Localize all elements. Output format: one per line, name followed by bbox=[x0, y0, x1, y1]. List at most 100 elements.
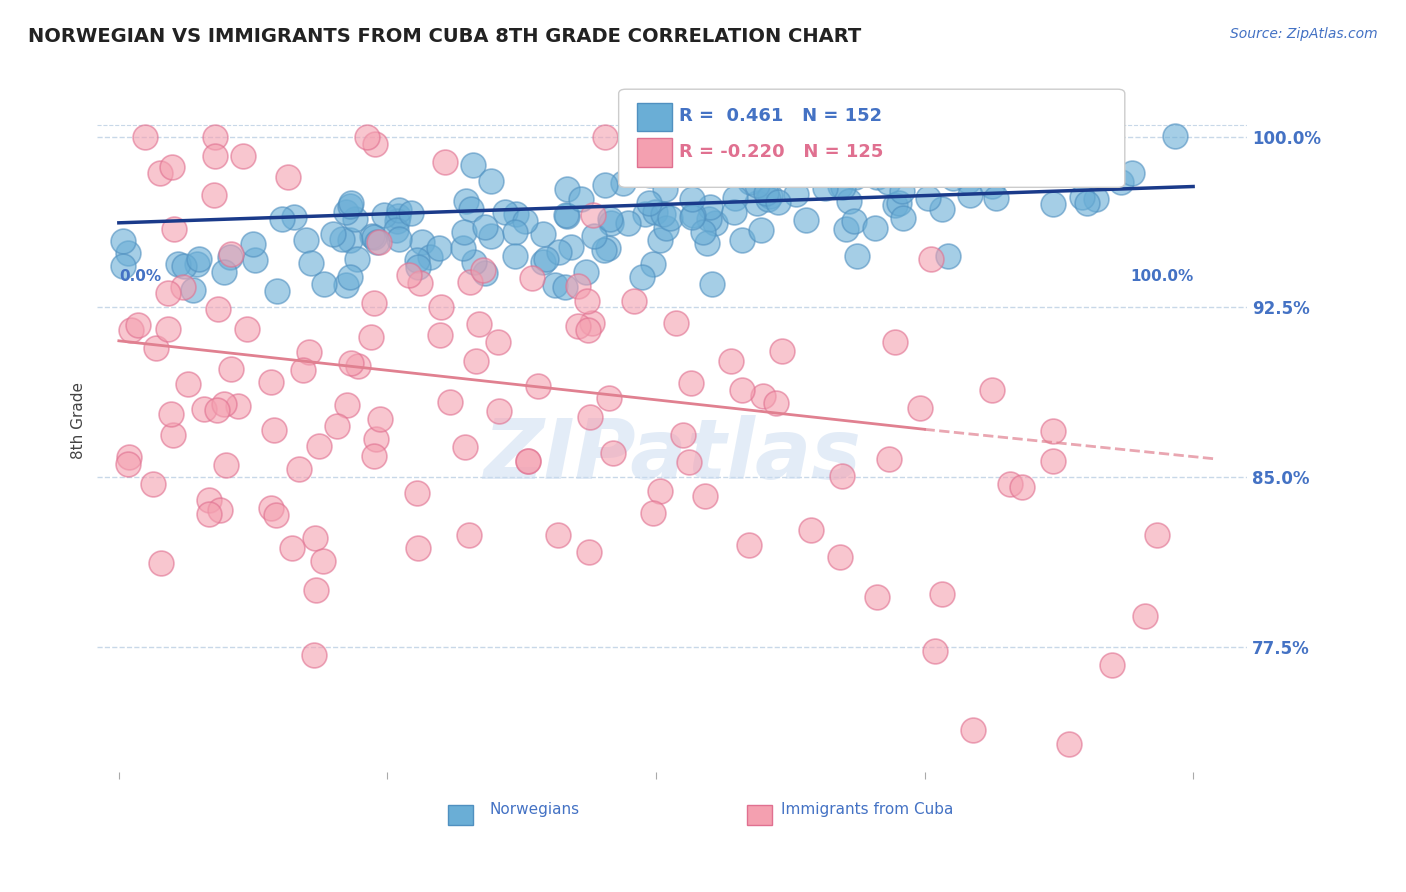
Point bbox=[831, 468, 853, 483]
Point bbox=[920, 252, 942, 266]
Point bbox=[593, 178, 616, 193]
Point bbox=[330, 232, 353, 246]
Point bbox=[641, 506, 664, 520]
Point bbox=[752, 389, 775, 403]
Text: ZIPatlas: ZIPatlas bbox=[484, 415, 860, 496]
Point bbox=[173, 260, 195, 274]
Point bbox=[650, 483, 672, 498]
Point bbox=[454, 440, 477, 454]
Point bbox=[117, 246, 139, 260]
Point bbox=[264, 508, 287, 522]
Point bbox=[998, 118, 1021, 132]
Point bbox=[1036, 153, 1059, 167]
Point bbox=[363, 229, 385, 244]
Point bbox=[120, 323, 142, 337]
Point bbox=[373, 209, 395, 223]
Point bbox=[177, 377, 200, 392]
Point bbox=[288, 462, 311, 476]
Point bbox=[593, 243, 616, 257]
Point bbox=[842, 214, 865, 228]
Point bbox=[1133, 609, 1156, 624]
Point bbox=[212, 265, 235, 279]
Point bbox=[908, 401, 931, 416]
Point bbox=[828, 550, 851, 565]
Point bbox=[631, 270, 654, 285]
Text: 0.0%: 0.0% bbox=[120, 269, 160, 284]
Point bbox=[127, 318, 149, 333]
Point bbox=[411, 235, 433, 250]
Point bbox=[1028, 149, 1050, 163]
Point bbox=[745, 196, 768, 211]
Point bbox=[454, 194, 477, 209]
Text: Immigrants from Cuba: Immigrants from Cuba bbox=[782, 802, 953, 817]
Point bbox=[162, 160, 184, 174]
Point bbox=[838, 194, 860, 208]
Point bbox=[406, 541, 429, 556]
Point bbox=[150, 556, 173, 570]
Point bbox=[650, 233, 672, 247]
Point bbox=[754, 124, 776, 138]
Point bbox=[696, 235, 718, 250]
Point bbox=[494, 205, 516, 219]
Point bbox=[531, 227, 554, 241]
Point bbox=[142, 477, 165, 491]
Point bbox=[314, 277, 336, 291]
Point bbox=[747, 178, 769, 192]
Point bbox=[218, 250, 240, 264]
Point bbox=[458, 275, 481, 289]
Point bbox=[593, 129, 616, 144]
Point bbox=[731, 384, 754, 398]
Point bbox=[547, 527, 569, 541]
Point bbox=[111, 259, 134, 273]
Point bbox=[884, 335, 907, 350]
Point bbox=[581, 316, 603, 330]
Point bbox=[832, 179, 855, 194]
Point bbox=[214, 458, 236, 472]
Point bbox=[567, 279, 589, 293]
Point bbox=[889, 195, 911, 210]
Point bbox=[695, 489, 717, 503]
Point bbox=[322, 227, 344, 242]
Point bbox=[962, 723, 984, 737]
Point bbox=[1042, 424, 1064, 438]
Point bbox=[578, 545, 600, 559]
Point bbox=[419, 250, 441, 264]
Point bbox=[460, 202, 482, 216]
Point bbox=[884, 198, 907, 212]
Point bbox=[479, 229, 502, 244]
Point bbox=[367, 235, 389, 249]
Point bbox=[602, 446, 624, 460]
Point bbox=[681, 193, 703, 207]
Point bbox=[339, 234, 361, 248]
Point bbox=[738, 175, 761, 189]
Point bbox=[998, 477, 1021, 491]
Text: Source: ZipAtlas.com: Source: ZipAtlas.com bbox=[1230, 27, 1378, 41]
Point bbox=[427, 241, 450, 255]
Point bbox=[260, 376, 283, 390]
Point bbox=[515, 214, 537, 228]
Point bbox=[270, 211, 292, 226]
Point bbox=[117, 450, 139, 465]
Point bbox=[560, 240, 582, 254]
Point bbox=[598, 391, 620, 405]
Point bbox=[463, 158, 485, 172]
Point bbox=[1042, 453, 1064, 467]
Point bbox=[172, 280, 194, 294]
Point bbox=[465, 354, 488, 368]
Point bbox=[697, 211, 720, 226]
Point bbox=[682, 208, 704, 222]
Point bbox=[467, 318, 489, 332]
Point bbox=[576, 323, 599, 337]
Point bbox=[863, 221, 886, 235]
Point bbox=[1011, 480, 1033, 494]
Point bbox=[957, 174, 980, 188]
Point bbox=[429, 328, 451, 343]
Point bbox=[433, 155, 456, 169]
Point bbox=[700, 277, 723, 291]
Point bbox=[406, 486, 429, 500]
Point bbox=[360, 330, 382, 344]
Point bbox=[159, 407, 181, 421]
Point bbox=[145, 341, 167, 355]
Point bbox=[281, 541, 304, 555]
Point bbox=[212, 397, 235, 411]
